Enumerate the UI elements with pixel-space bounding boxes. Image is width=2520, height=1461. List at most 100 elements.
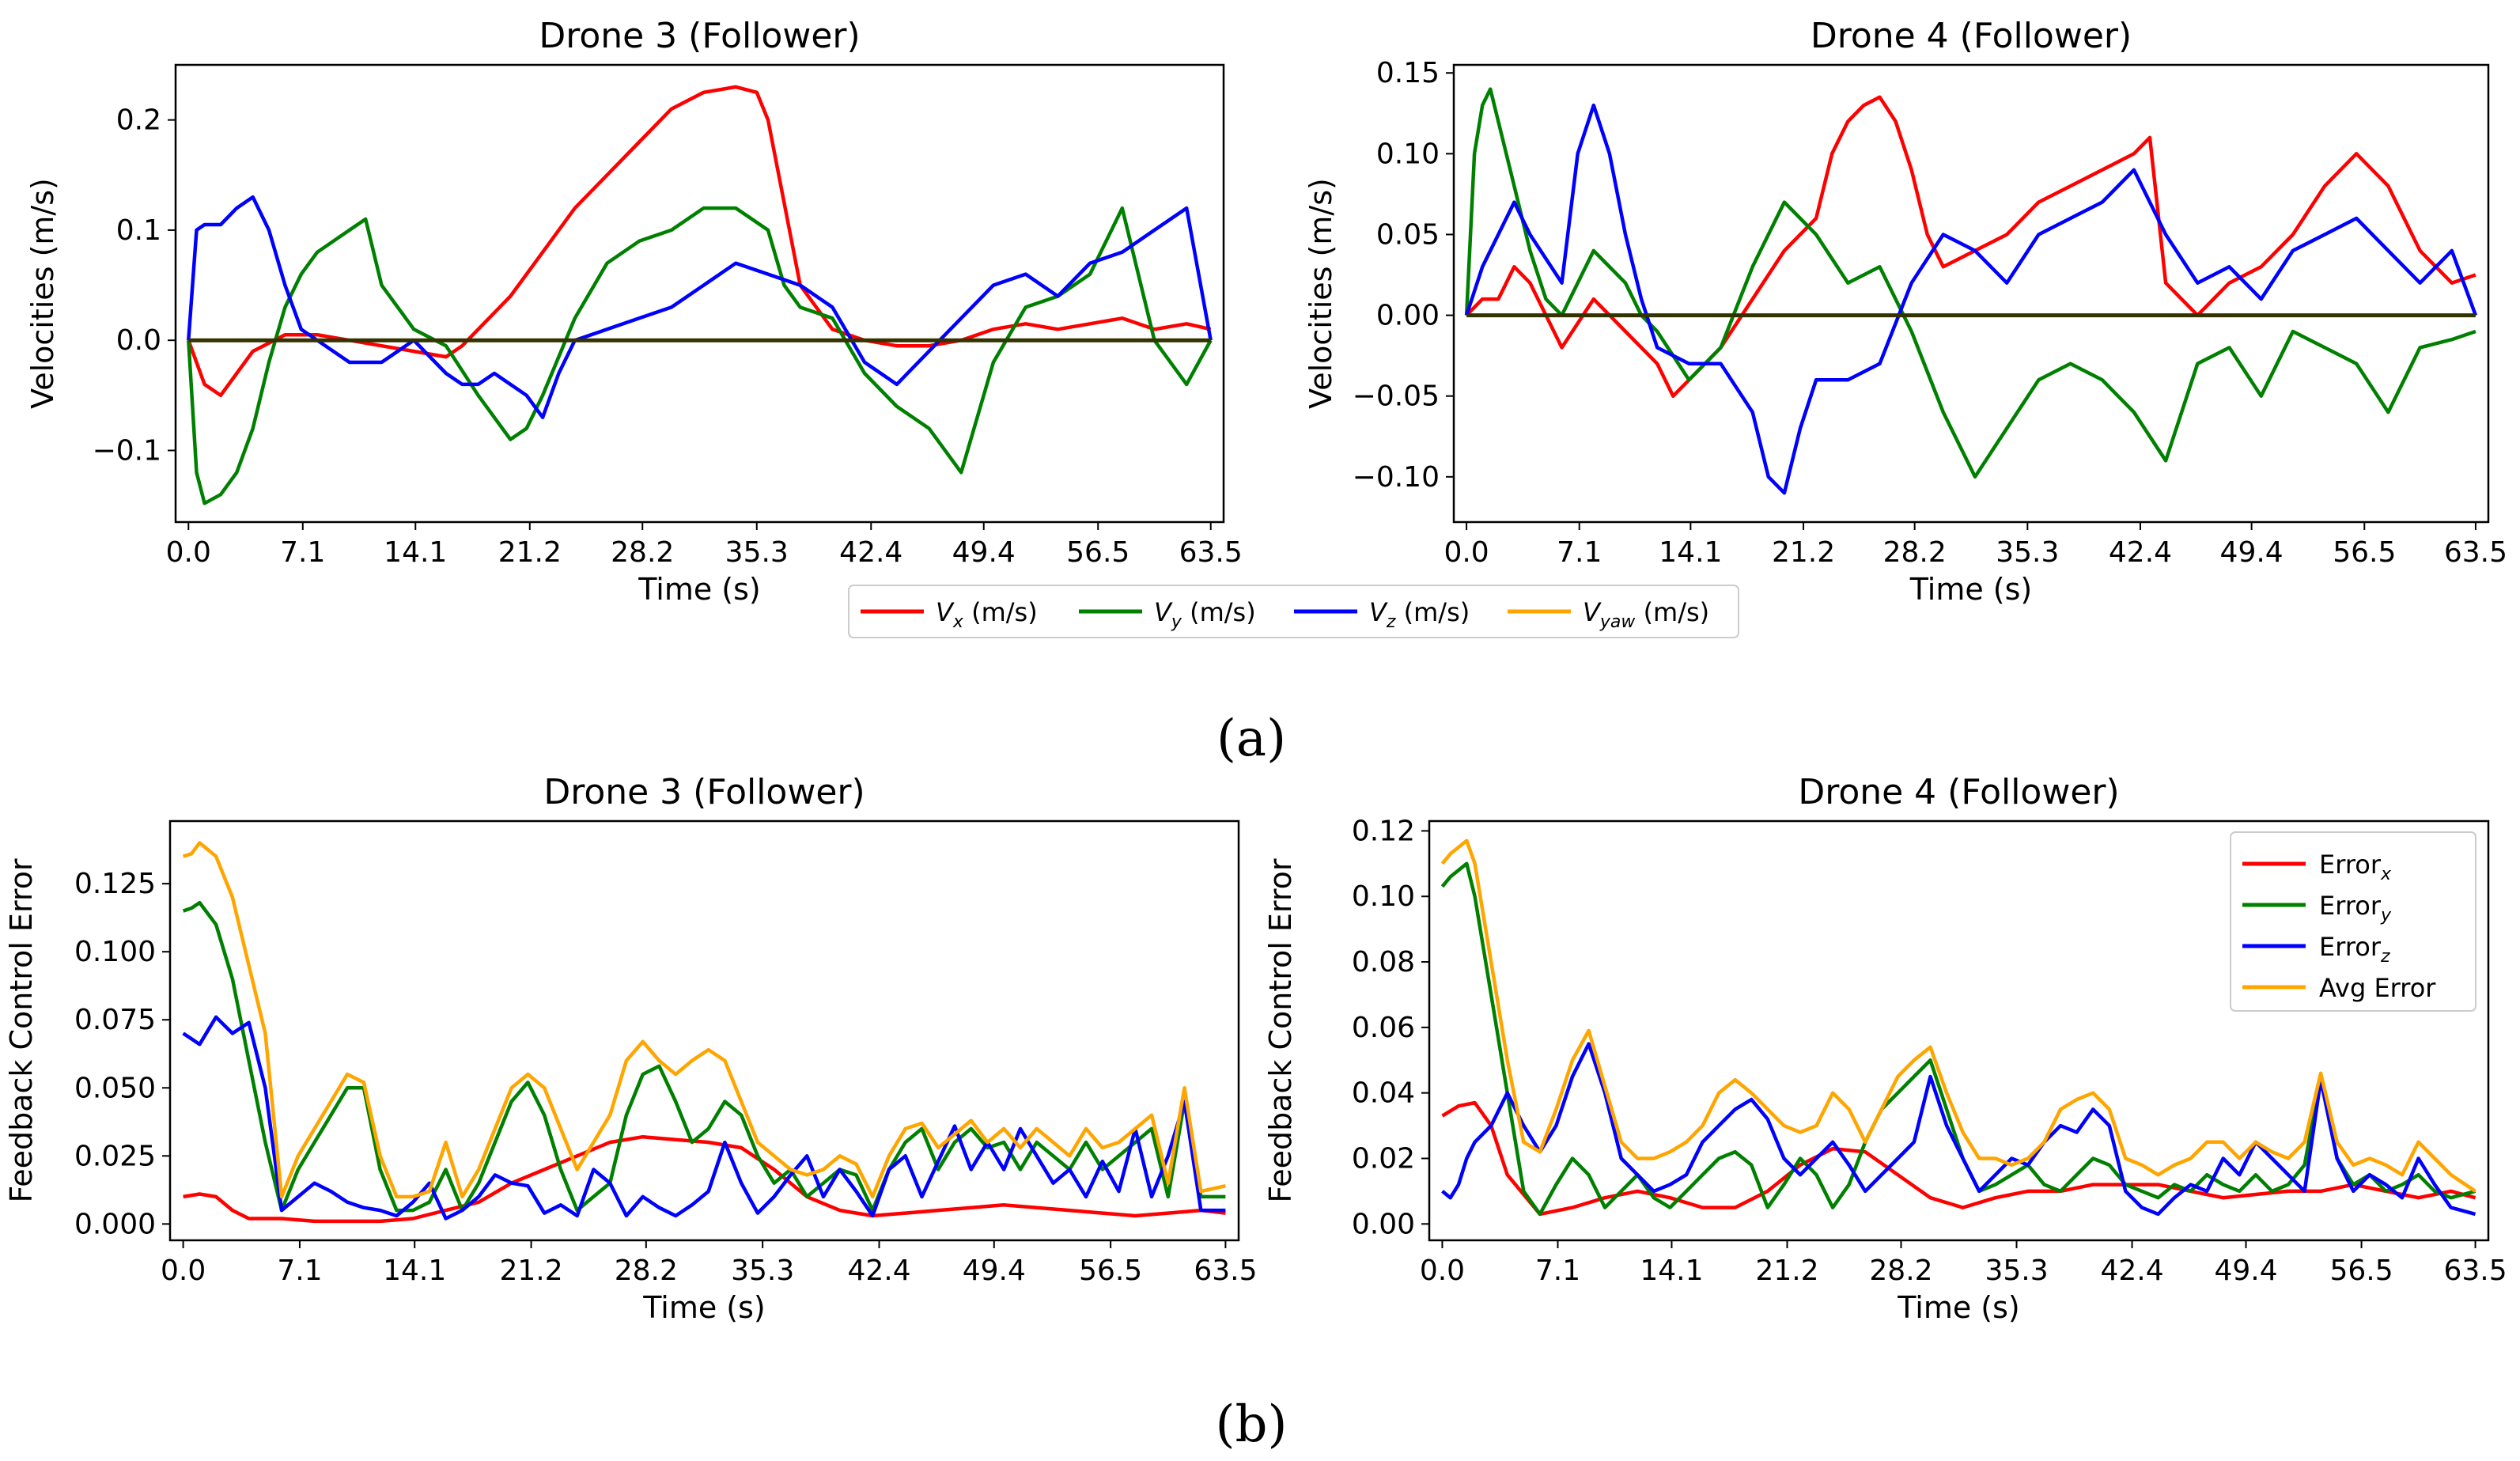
y-tick-label: 0.10: [1376, 138, 1440, 170]
series-line-z: [187, 195, 1213, 419]
x-tick-label: 35.3: [725, 536, 789, 569]
plot-frame: [1428, 819, 2490, 1242]
plot-frame: [174, 63, 1225, 524]
x-tick-label: 42.4: [2100, 1255, 2163, 1287]
chart-drone4-velocities: Drone 4 (Follower) 0.0 7.1 14.1 21.2 28.2 35.3…: [1304, 16, 2507, 607]
y-tick-label: 0.000: [74, 1208, 156, 1240]
legend-errors: Errorx Errory Errorz Avg Error: [2230, 831, 2476, 1012]
x-tick-label: 7.1: [1557, 536, 1602, 569]
chart-drone4-feedback-error: Drone 4 (Follower) 0.0 7.1 14.1 21.2 28.2 35.3…: [1263, 772, 2507, 1325]
plot-frame: [1452, 63, 2490, 524]
x-axis-label: Time (s): [1897, 1290, 2020, 1325]
y-tick-label: 0.100: [74, 936, 156, 968]
x-tick-label: 63.5: [2444, 536, 2507, 569]
x-tick-label: 0.0: [166, 536, 211, 569]
caption-b: (b): [1216, 1395, 1288, 1454]
x-tick-label: 42.4: [2109, 536, 2172, 569]
x-tick-label: 21.2: [498, 536, 562, 569]
legend-label-x: Vx (m/s): [936, 597, 1038, 632]
x-tick-label: 63.5: [2443, 1255, 2507, 1287]
legend-label-yaw: Vyaw (m/s): [1583, 597, 1709, 632]
y-tick-label: 0.06: [1352, 1012, 1415, 1044]
x-tick-label: 7.1: [1535, 1255, 1580, 1287]
x-tick-label: 56.5: [1066, 536, 1129, 569]
x-tick-label: 14.1: [383, 1255, 446, 1287]
chart-drone3-velocities: Drone 3 (Follower) 0.0 7.1 14.1 21.2 28.2 35.3…: [25, 16, 1243, 607]
y-tick-label: 0.1: [116, 214, 161, 247]
x-tick-label: 0.0: [1444, 536, 1489, 569]
x-tick-label: 14.1: [384, 536, 447, 569]
series-line-x: [1441, 1100, 2476, 1217]
x-tick-label: 56.5: [2333, 536, 2396, 569]
y-axis-label: Velocities (m/s): [25, 178, 60, 409]
y-tick-label: 0.00: [1352, 1208, 1415, 1240]
legend-label-z: Errorz: [2319, 932, 2390, 967]
series-line-y: [182, 900, 1226, 1213]
y-tick-label: 0.075: [74, 1004, 156, 1036]
chart-title: Drone 3 (Follower): [543, 772, 865, 812]
series-line-x: [187, 85, 1212, 398]
x-tick-label: 14.1: [1640, 1255, 1703, 1287]
x-tick-label: 0.0: [161, 1255, 206, 1287]
y-tick-label: 0.00: [1376, 300, 1440, 332]
x-axis-label: Time (s): [642, 1290, 766, 1325]
series-line-z: [182, 1015, 1226, 1221]
legend-frame: [848, 585, 1739, 638]
series-line-yaw: [182, 841, 1226, 1199]
x-tick-label: 49.4: [963, 1255, 1026, 1287]
y-tick-label: 0.2: [116, 104, 161, 137]
series-line-z: [1464, 103, 2478, 495]
legend-label-x: Errorx: [2319, 850, 2392, 884]
x-tick-label: 28.2: [611, 536, 674, 569]
x-tick-label: 0.0: [1420, 1255, 1465, 1287]
x-tick-label: 42.4: [839, 536, 902, 569]
series-line-x: [183, 1134, 1226, 1224]
x-tick-label: 49.4: [952, 536, 1016, 569]
legend-velocities: Vx (m/s) Vy (m/s) Vz (m/s) Vyaw (m/s): [848, 585, 1739, 638]
series-line-z: [1441, 1042, 2476, 1217]
x-tick-label: 63.5: [1179, 536, 1243, 569]
chart-title: Drone 4 (Follower): [1798, 772, 2119, 812]
x-tick-label: 21.2: [1772, 536, 1835, 569]
series-group: [1464, 87, 2478, 495]
y-tick-label: 0.0: [116, 324, 161, 357]
y-tick-label: −0.05: [1353, 380, 1440, 413]
y-tick-label: 0.125: [74, 868, 156, 900]
plot-frame: [168, 819, 1240, 1242]
x-tick-label: 7.1: [277, 1255, 322, 1287]
x-tick-label: 35.3: [1985, 1255, 2048, 1287]
y-tick-label: 0.08: [1352, 946, 1415, 978]
x-tick-label: 35.3: [1996, 536, 2059, 569]
y-tick-label: 0.025: [74, 1140, 156, 1172]
x-axis-label: Time (s): [1909, 572, 2033, 607]
x-tick-label: 28.2: [1883, 536, 1947, 569]
x-tick-label: 56.5: [1079, 1255, 1142, 1287]
caption-a: (a): [1216, 710, 1286, 768]
series-group: [1440, 838, 2476, 1217]
y-tick-label: 0.05: [1376, 218, 1440, 251]
series-line-x: [1465, 95, 2476, 398]
series-line-y: [1440, 861, 2476, 1217]
x-tick-label: 49.4: [2214, 1255, 2277, 1287]
x-tick-label: 42.4: [847, 1255, 910, 1287]
chart-drone3-feedback-error: Drone 3 (Follower) 0.0 7.1 14.1 21.2 28.2 35.3…: [4, 772, 1257, 1325]
y-tick-label: −0.10: [1353, 461, 1440, 494]
y-axis-label: Feedback Control Error: [4, 858, 39, 1202]
x-tick-label: 28.2: [1869, 1255, 1932, 1287]
legend-label-y: Errory: [2319, 891, 2392, 925]
series-line-yaw: [1440, 838, 2476, 1193]
x-tick-label: 28.2: [615, 1255, 678, 1287]
x-axis-label: Time (s): [638, 572, 761, 607]
x-tick-label: 56.5: [2329, 1255, 2393, 1287]
y-tick-label: 0.02: [1352, 1142, 1415, 1175]
series-group: [182, 841, 1226, 1224]
legend-frame: [2230, 831, 2476, 1012]
x-tick-label: 21.2: [1755, 1255, 1818, 1287]
x-tick-label: 49.4: [2220, 536, 2284, 569]
x-tick-label: 63.5: [1194, 1255, 1257, 1287]
chart-title: Drone 3 (Follower): [539, 16, 860, 56]
y-tick-label: 0.15: [1376, 57, 1440, 89]
legend-label-yaw: Avg Error: [2319, 973, 2436, 1003]
legend-label-z: Vz (m/s): [1369, 597, 1470, 632]
